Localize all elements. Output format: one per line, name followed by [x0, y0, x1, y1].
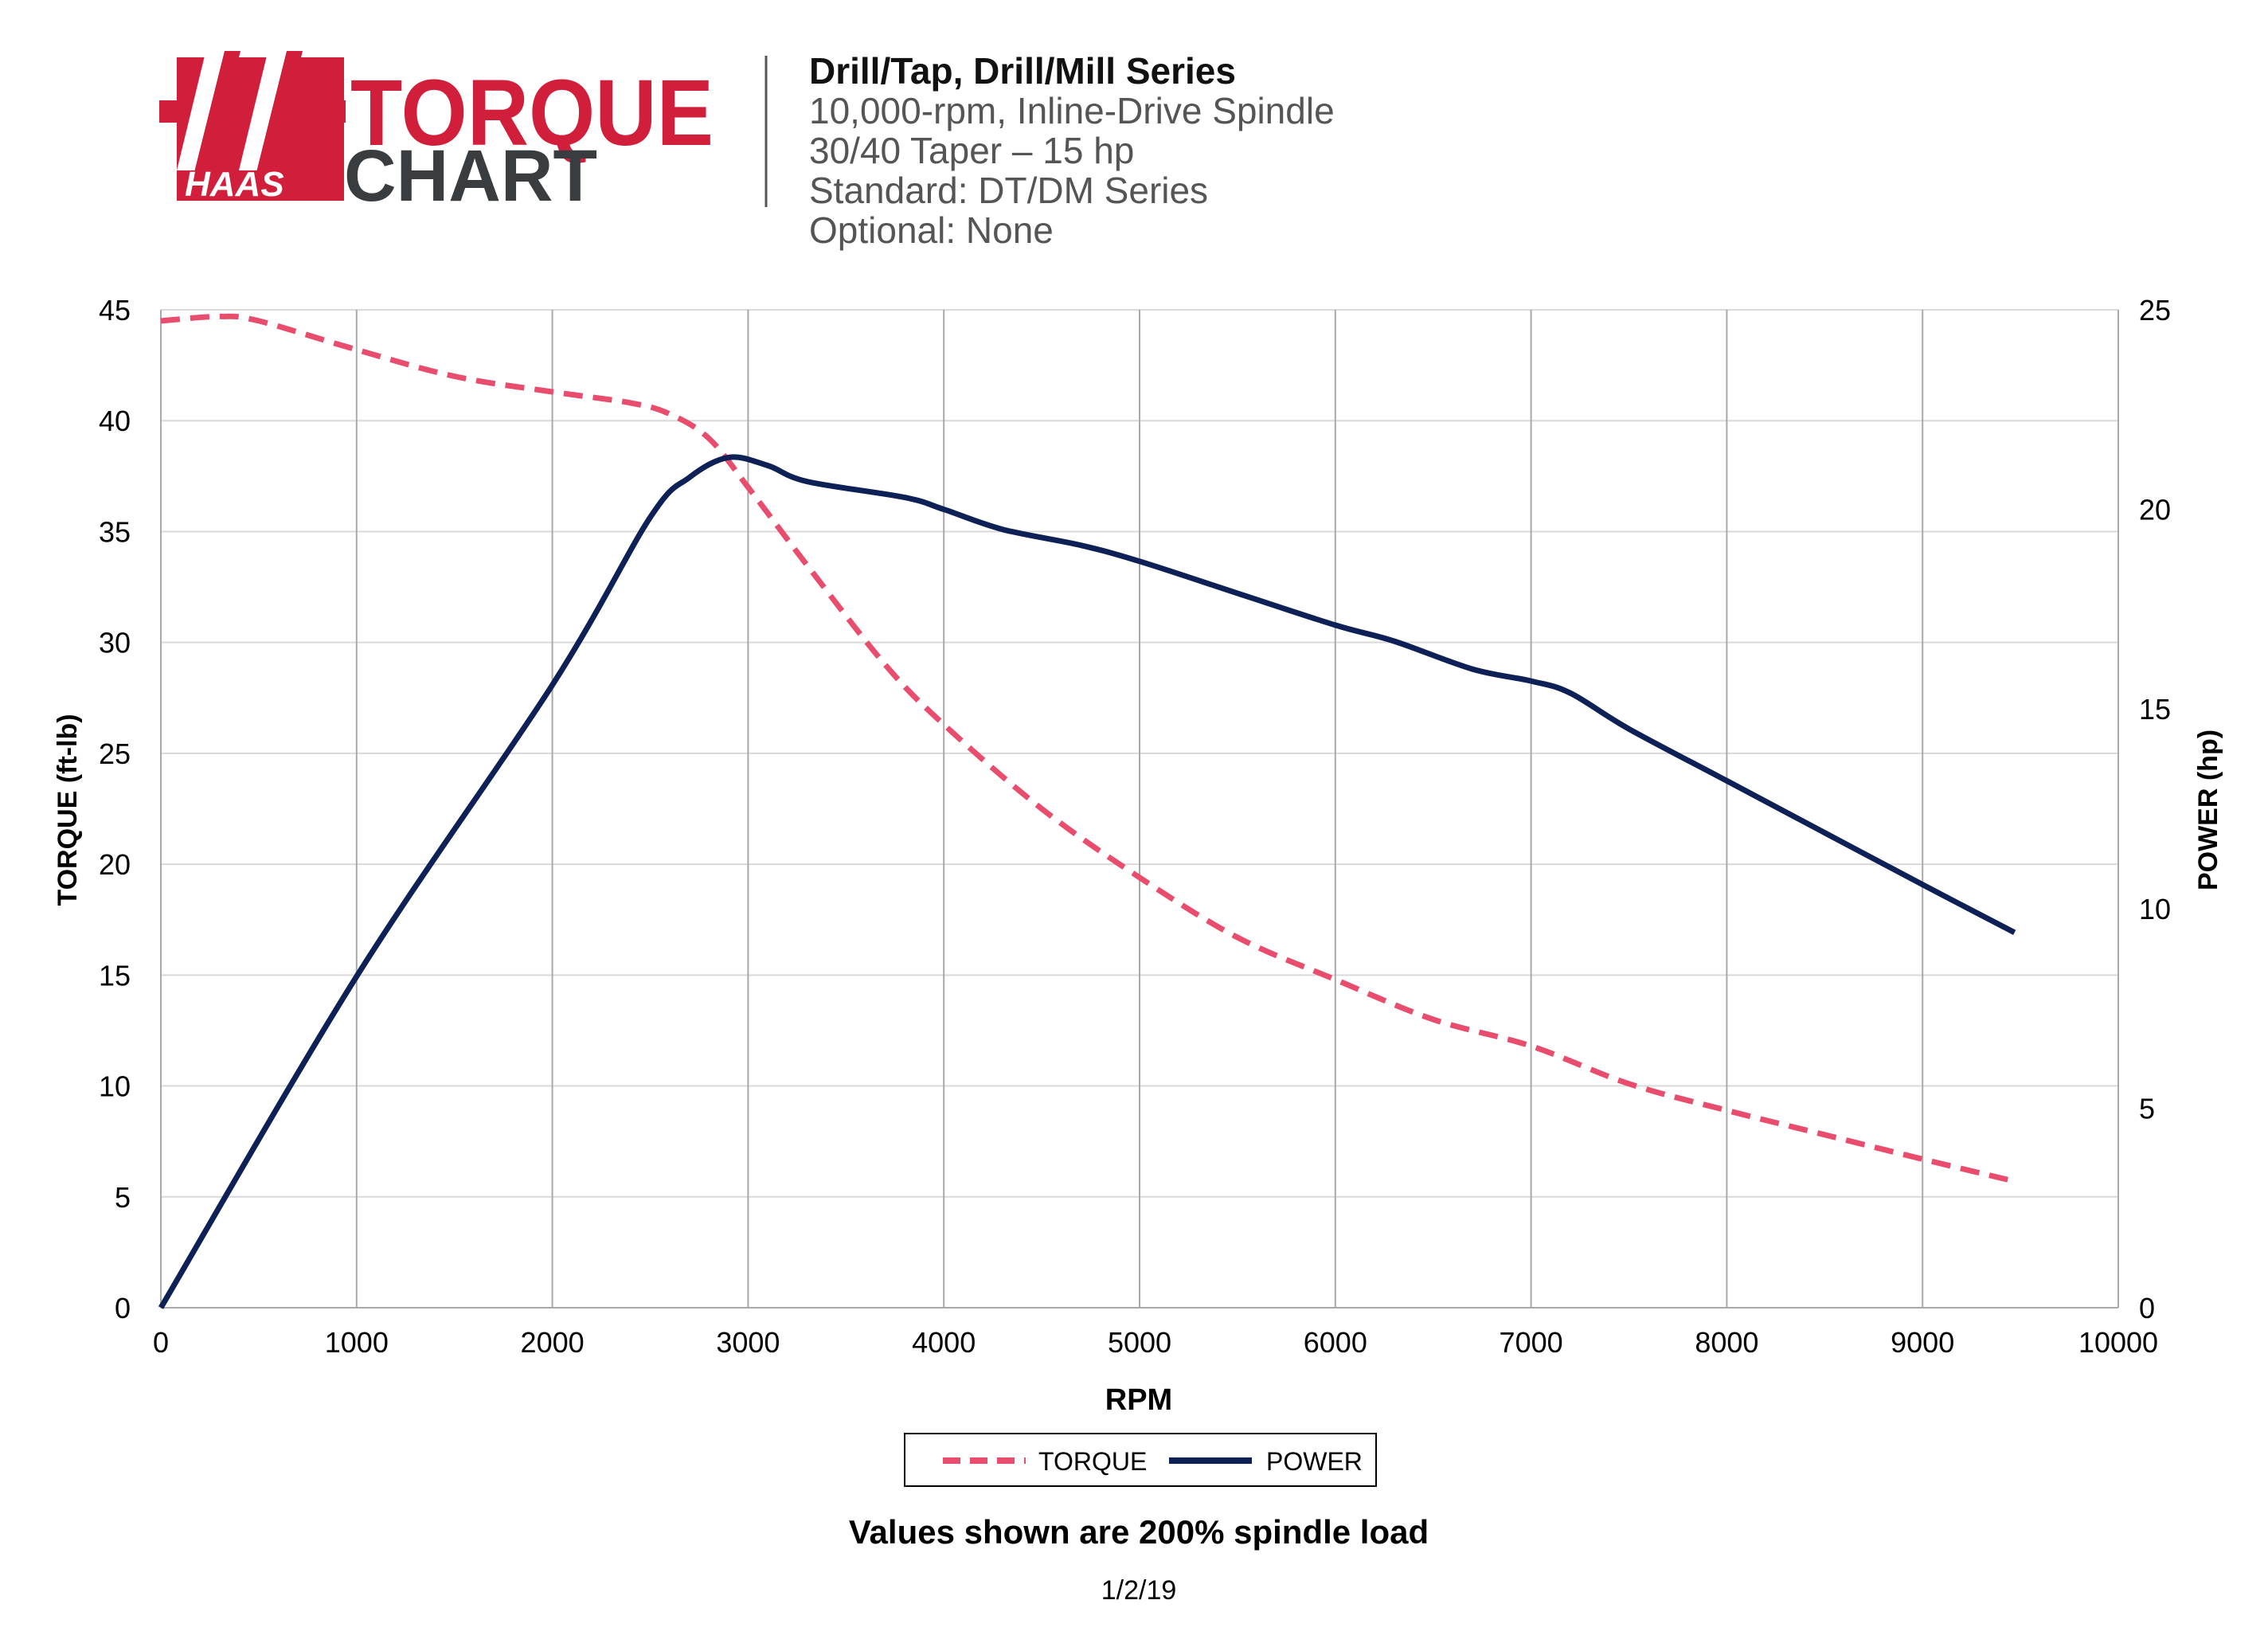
y-right-tick-label: 10	[2139, 893, 2171, 925]
y-axis-left-title: TORQUE (ft-lb)	[53, 714, 83, 906]
legend: TORQUE POWER	[904, 1433, 1377, 1487]
grid-lines	[161, 309, 2119, 1308]
x-tick-label: 0	[153, 1326, 169, 1359]
subtitle-line-4: Optional: None	[809, 209, 1054, 251]
x-axis-title: RPM	[1105, 1383, 1172, 1417]
subtitle-line-2: 30/40 Taper – 15 hp	[809, 130, 1134, 171]
x-tick-label: 7000	[1500, 1326, 1563, 1359]
x-tick-label: 2000	[521, 1326, 585, 1359]
y-left-tick-label: 25	[99, 737, 131, 770]
logo-word-chart: CHART	[344, 135, 597, 217]
logo-brand: HAAS	[185, 165, 284, 204]
axes	[160, 310, 2118, 1309]
y-right-tick-label: 0	[2139, 1292, 2155, 1324]
y-left-tick-label: 30	[99, 627, 131, 659]
y-right-tick-label: 25	[2139, 294, 2171, 327]
x-tick-label: 5000	[1108, 1326, 1171, 1359]
legend-power-label: POWER	[1266, 1447, 1363, 1476]
spindle-load-note: Values shown are 200% spindle load	[849, 1513, 1429, 1551]
subtitle-line-1: 10,000-rpm, Inline-Drive Spindle	[809, 90, 1335, 131]
subtitle-line-3: Standard: DT/DM Series	[809, 170, 1208, 211]
y-axis-right-title: POWER (hp)	[2193, 730, 2223, 890]
x-tick-label: 1000	[325, 1326, 389, 1359]
haas-torque-chart-logo: HAAS TORQUE CHART	[142, 51, 714, 217]
x-tick-label: 6000	[1304, 1326, 1367, 1359]
y-right-tick-label: 20	[2139, 494, 2171, 526]
torque-series-line	[160, 313, 2016, 1184]
haas-logo-mark: HAAS	[142, 51, 346, 204]
y-left-tick-label: 45	[99, 294, 131, 327]
logo-word-torque: TORQUE	[350, 61, 714, 166]
x-tick-label: 10000	[2078, 1326, 2158, 1359]
x-tick-label: 4000	[912, 1326, 976, 1359]
power-series-line	[158, 454, 2016, 1309]
x-tick-label: 3000	[716, 1326, 780, 1359]
legend-torque-label: TORQUE	[1038, 1447, 1147, 1476]
x-tick-label: 8000	[1695, 1326, 1758, 1359]
y-left-tick-label: 15	[99, 959, 131, 992]
chart-date: 1/2/19	[1101, 1575, 1177, 1606]
y-right-tick-label: 5	[2139, 1092, 2155, 1125]
y-left-tick-label: 0	[115, 1292, 131, 1324]
chart-title: Drill/Tap, Drill/Mill Series	[809, 50, 1236, 92]
y-right-tick-label: 15	[2139, 693, 2171, 726]
y-left-tick-label: 35	[99, 515, 131, 548]
x-tick-label: 9000	[1891, 1326, 1954, 1359]
y-left-tick-label: 20	[99, 848, 131, 881]
tick-labels: 0 5 10 15 20 25 30 35 40 45 0 1000 2000 3000 4000 5000 6…	[99, 294, 2171, 1359]
y-left-tick-label: 40	[99, 405, 131, 437]
data-series	[158, 313, 2016, 1309]
y-left-tick-label: 10	[99, 1070, 131, 1103]
y-left-tick-label: 5	[115, 1181, 131, 1214]
